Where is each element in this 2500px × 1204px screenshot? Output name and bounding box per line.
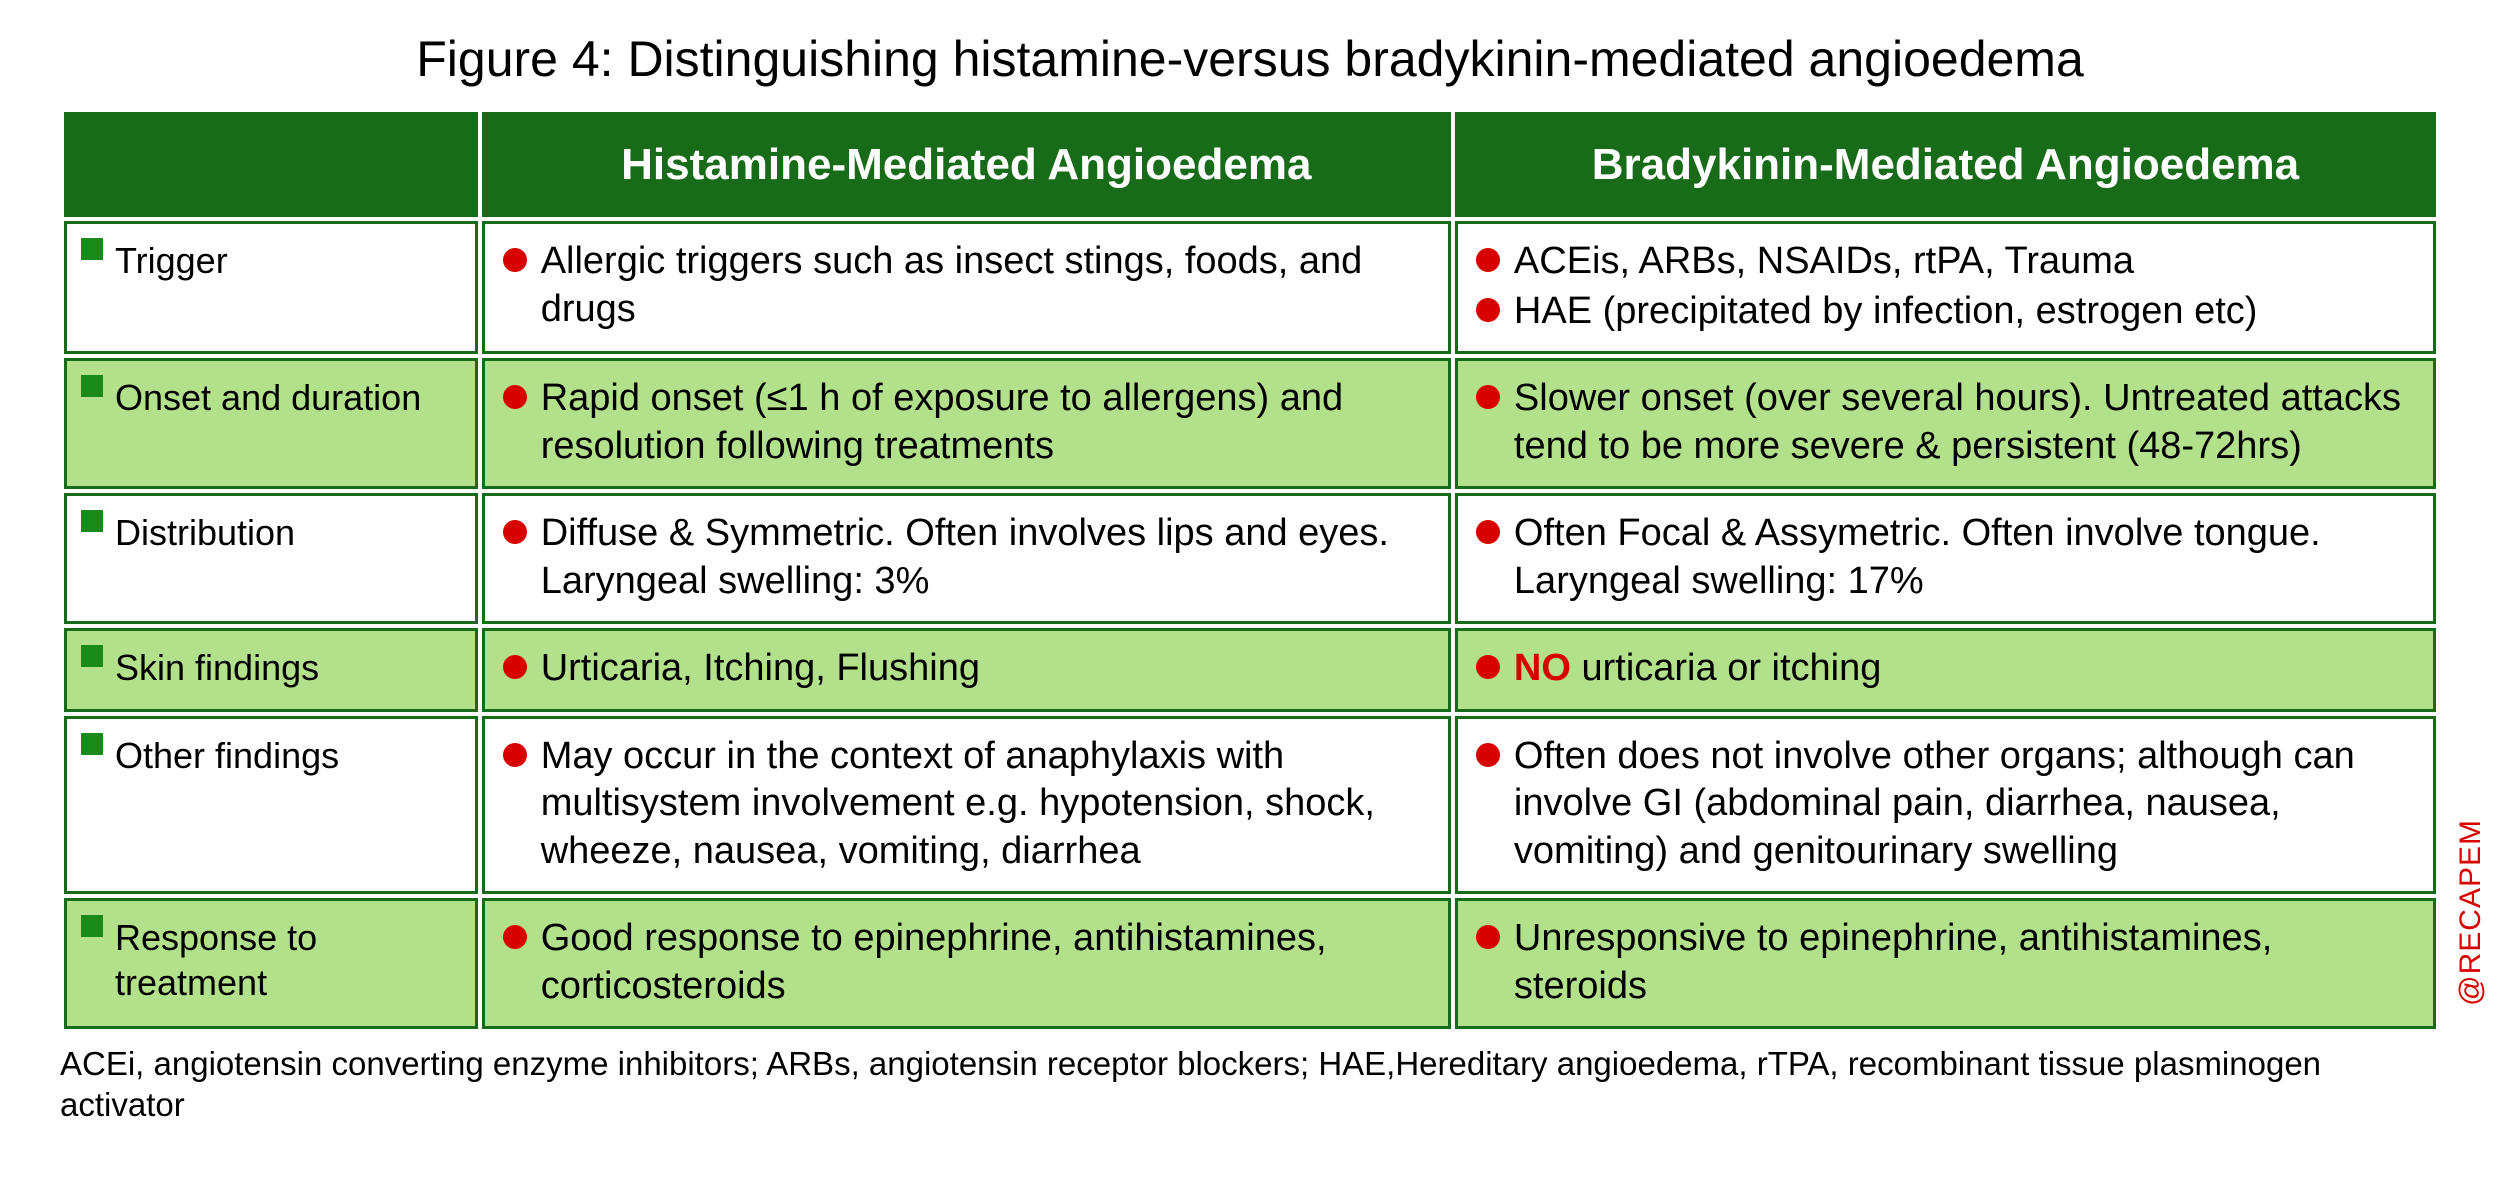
table-row: Onset and duration Rapid onset (≤1 h of e… [64,358,2436,489]
table-cell: Good response to epinephrine, antihistam… [482,898,1451,1029]
bullet-text: Often does not involve other organs; alt… [1514,733,2415,876]
bullet-dot-icon [1476,925,1500,949]
table-cell: Urticaria, Itching, Flushing [482,628,1451,712]
bullet-item: NO urticaria or itching [1476,645,2415,693]
bullet-item: Diffuse & Symmetric. Often involves lips… [503,510,1430,605]
bullet-dot-icon [1476,655,1500,679]
row-label-text: Skin findings [115,645,457,690]
row-label-cell: Response to treatment [64,898,478,1029]
row-label-cell: Distribution [64,493,478,624]
bullet-text: HAE (precipitated by infection, estrogen… [1514,288,2415,336]
figure-title: Figure 4: Distinguishing histamine-versu… [60,30,2440,88]
table-row: Trigger Allergic triggers such as insect … [64,221,2436,354]
table-row: Skin findings Urticaria, Itching, Flushin… [64,628,2436,712]
bullet-dot-icon [503,743,527,767]
row-label-cell: Other findings [64,716,478,895]
row-label-text: Other findings [115,733,457,778]
table-cell: May occur in the context of anaphylaxis … [482,716,1451,895]
row-label-text: Onset and duration [115,375,457,420]
comparison-table: Histamine-Mediated Angioedema Bradykinin… [60,108,2440,1033]
bullet-dot-icon [1476,520,1500,544]
header-histamine: Histamine-Mediated Angioedema [482,112,1451,217]
watermark-text: @RECAPEM [2454,819,2488,1006]
header-blank-cell [64,112,478,217]
row-label-text: Trigger [115,238,457,283]
bullet-item: ACEis, ARBs, NSAIDs, rtPA, Trauma [1476,238,2415,286]
bullet-item: Unresponsive to epinephrine, antihistami… [1476,915,2415,1010]
table-cell: Unresponsive to epinephrine, antihistami… [1455,898,2436,1029]
row-label-cell: Trigger [64,221,478,354]
bullet-dot-icon [503,520,527,544]
table-row: Response to treatment Good response to ep… [64,898,2436,1029]
header-bradykinin: Bradykinin-Mediated Angioedema [1455,112,2436,217]
bullet-item: Urticaria, Itching, Flushing [503,645,1430,693]
bullet-dot-icon [503,385,527,409]
bullet-dot-icon [1476,385,1500,409]
bullet-dot-icon [1476,298,1500,322]
header-row: Histamine-Mediated Angioedema Bradykinin… [64,112,2436,217]
bullet-text: Rapid onset (≤1 h of exposure to allerge… [541,375,1430,470]
square-bullet-icon [81,375,103,397]
bullet-dot-icon [503,925,527,949]
square-bullet-icon [81,645,103,667]
table-container: Histamine-Mediated Angioedema Bradykinin… [60,108,2440,1126]
bullet-dot-icon [503,248,527,272]
table-cell: NO urticaria or itching [1455,628,2436,712]
bullet-item: Slower onset (over several hours). Untre… [1476,375,2415,470]
bullet-text: Good response to epinephrine, antihistam… [541,915,1430,1010]
bullet-item: May occur in the context of anaphylaxis … [503,733,1430,876]
bullet-text: May occur in the context of anaphylaxis … [541,733,1430,876]
square-bullet-icon [81,733,103,755]
square-bullet-icon [81,510,103,532]
table-row: Other findings May occur in the context o… [64,716,2436,895]
bullet-item: Good response to epinephrine, antihistam… [503,915,1430,1010]
table-cell: Often does not involve other organs; alt… [1455,716,2436,895]
table-cell: Allergic triggers such as insect stings,… [482,221,1451,354]
bullet-item: Allergic triggers such as insect stings,… [503,238,1430,333]
bullet-text: Often Focal & Assymetric. Often involve … [1514,510,2415,605]
footnote-text: ACEi, angiotensin converting enzyme inhi… [60,1043,2440,1126]
bullet-dot-icon [1476,743,1500,767]
table-row: Distribution Diffuse & Symmetric. Often i… [64,493,2436,624]
table-cell: Often Focal & Assymetric. Often involve … [1455,493,2436,624]
bullet-dot-icon [1476,248,1500,272]
row-label-text: Distribution [115,510,457,555]
bullet-text: Diffuse & Symmetric. Often involves lips… [541,510,1430,605]
square-bullet-icon [81,238,103,260]
bullet-item: Often Focal & Assymetric. Often involve … [1476,510,2415,605]
bullet-text: Urticaria, Itching, Flushing [541,645,1430,693]
bullet-text: Unresponsive to epinephrine, antihistami… [1514,915,2415,1010]
bullet-item: Often does not involve other organs; alt… [1476,733,2415,876]
bullet-text: ACEis, ARBs, NSAIDs, rtPA, Trauma [1514,238,2415,286]
table-cell: Rapid onset (≤1 h of exposure to allerge… [482,358,1451,489]
row-label-cell: Skin findings [64,628,478,712]
square-bullet-icon [81,915,103,937]
table-cell: Diffuse & Symmetric. Often involves lips… [482,493,1451,624]
row-label-text: Response to treatment [115,915,457,1005]
bullet-text: Allergic triggers such as insect stings,… [541,238,1430,333]
table-cell: Slower onset (over several hours). Untre… [1455,358,2436,489]
row-label-cell: Onset and duration [64,358,478,489]
table-cell: ACEis, ARBs, NSAIDs, rtPA, TraumaHAE (pr… [1455,221,2436,354]
bullet-dot-icon [503,655,527,679]
bullet-item: Rapid onset (≤1 h of exposure to allerge… [503,375,1430,470]
bullet-text: NO urticaria or itching [1514,645,2415,693]
bullet-text: Slower onset (over several hours). Untre… [1514,375,2415,470]
bullet-item: HAE (precipitated by infection, estrogen… [1476,288,2415,336]
